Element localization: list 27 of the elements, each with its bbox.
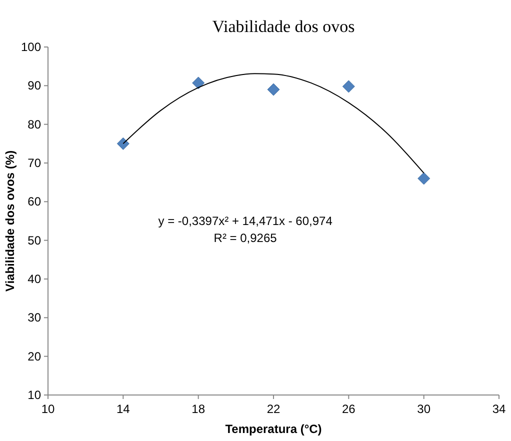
y-tick-label: 30	[28, 310, 42, 325]
y-tick-label: 60	[28, 194, 42, 209]
x-axis-title: Temperatura (°C)	[225, 422, 322, 436]
y-tick-label: 40	[28, 272, 42, 286]
y-tick-label: 70	[28, 156, 42, 170]
x-tick-label: 22	[266, 402, 280, 416]
annotation: R² = 0,9265	[214, 230, 278, 245]
annotation: y = -0,3397x² + 14,471x - 60,974	[158, 214, 333, 228]
point	[192, 76, 205, 90]
x-tick-label: 30	[417, 402, 431, 416]
x-tick-label: 26	[342, 402, 356, 416]
x-tick-label: 14	[116, 402, 130, 416]
y-tick-label: 80	[28, 117, 42, 132]
y-tick-label: 20	[28, 349, 42, 364]
x-tick-label: 18	[192, 402, 206, 416]
point	[116, 137, 130, 150]
x-tick-label: 10	[41, 402, 55, 416]
y-tick-label: 10	[28, 388, 42, 402]
x-tick-label: 34	[492, 402, 506, 416]
chart-title: Viabilidade dos ovos	[212, 17, 355, 36]
y-tick-label: 90	[28, 78, 42, 93]
point	[418, 172, 430, 185]
y-axis-title: Viabilidade dos ovos (%)	[3, 150, 17, 292]
point	[342, 80, 355, 93]
y-tick-label: 100	[20, 40, 42, 54]
y-tick-label: 50	[28, 233, 42, 248]
point	[267, 83, 280, 96]
